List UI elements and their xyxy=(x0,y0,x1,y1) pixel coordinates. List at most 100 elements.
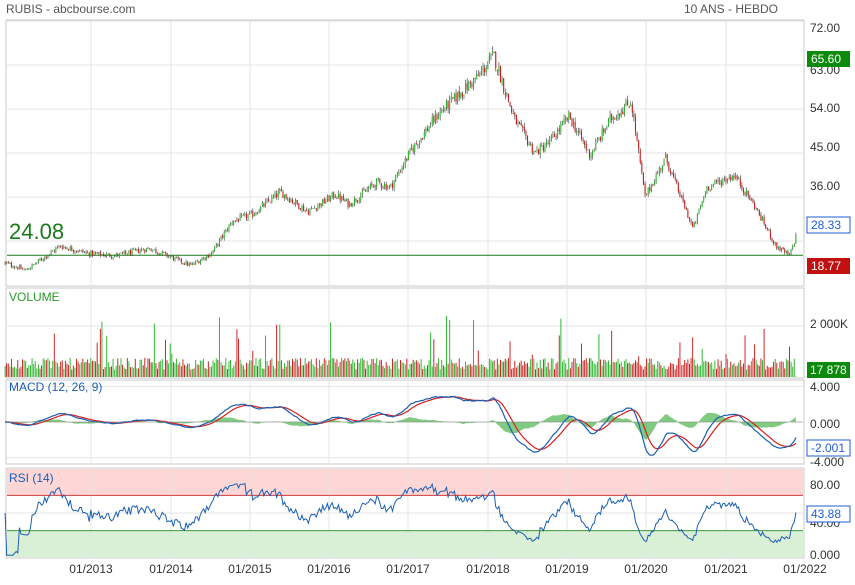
volume-bar xyxy=(242,365,244,377)
volume-bar xyxy=(396,359,398,377)
volume-bar xyxy=(439,369,441,377)
volume-bar xyxy=(698,366,700,377)
candle-body xyxy=(263,203,265,207)
volume-bar xyxy=(565,363,567,377)
volume-bar xyxy=(422,368,424,377)
candle-body xyxy=(290,199,292,202)
candle-body xyxy=(565,118,567,120)
volume-bar xyxy=(226,368,228,377)
candle-body xyxy=(45,256,47,258)
volume-badge xyxy=(807,362,850,378)
candle-body xyxy=(620,112,622,117)
candle-body xyxy=(615,118,617,119)
volume-bar xyxy=(782,361,784,377)
volume-bar xyxy=(207,361,209,377)
candle-body xyxy=(526,135,529,145)
volume-bar xyxy=(574,358,576,377)
candle-body xyxy=(384,184,386,188)
candle-body xyxy=(490,54,492,58)
volume-bar xyxy=(661,367,663,377)
volume-bar xyxy=(338,366,340,377)
volume-bar xyxy=(290,365,292,377)
candle-body xyxy=(241,214,243,216)
candle-body xyxy=(533,152,535,154)
volume-bar xyxy=(450,359,452,377)
candle-body xyxy=(282,191,284,199)
candle-body xyxy=(144,249,146,252)
candle-body xyxy=(579,131,581,132)
candle-body xyxy=(399,171,402,173)
candle-body xyxy=(101,254,103,256)
volume-bar xyxy=(685,362,687,377)
volume-bar xyxy=(627,363,629,377)
volume-bar xyxy=(384,368,386,377)
volume-bar xyxy=(188,363,190,377)
volume-bar xyxy=(115,365,117,377)
volume-bar xyxy=(109,367,111,377)
candle-body xyxy=(703,196,705,201)
candle-body xyxy=(536,149,538,152)
volume-bar xyxy=(7,363,9,377)
volume-bar xyxy=(87,359,89,377)
volume-bar xyxy=(609,364,611,377)
candle-body xyxy=(123,251,125,253)
volume-bar xyxy=(110,366,112,377)
volume-bar xyxy=(261,368,263,377)
candle-body xyxy=(457,91,459,103)
candle-body xyxy=(684,200,686,209)
volume-bars xyxy=(4,316,797,377)
volume-bar xyxy=(457,366,459,377)
candle-body xyxy=(204,257,206,260)
volume-bar xyxy=(727,358,729,377)
candle-body xyxy=(7,262,9,264)
macd-tick: -4.000 xyxy=(810,455,844,469)
candle-body xyxy=(217,243,219,246)
candle-body xyxy=(614,118,616,120)
volume-bar xyxy=(773,361,775,377)
volume-bar xyxy=(511,369,513,377)
volume-bar xyxy=(365,368,367,377)
candle-body xyxy=(179,258,181,260)
volume-bar xyxy=(196,364,198,377)
candle-body xyxy=(477,74,479,77)
candle-body xyxy=(425,128,427,133)
candle-body xyxy=(220,236,222,240)
candle-body xyxy=(414,143,416,152)
volume-bar xyxy=(17,359,19,377)
volume-bar xyxy=(709,363,711,377)
volume-bar xyxy=(250,360,252,377)
candle-body xyxy=(198,261,200,264)
candle-body xyxy=(74,251,76,253)
candle-body xyxy=(711,184,713,190)
candle-body xyxy=(306,209,308,211)
candle-body xyxy=(244,213,246,215)
volume-bar xyxy=(303,365,305,377)
volume-bar xyxy=(112,358,114,377)
volume-bar xyxy=(96,342,98,377)
volume-bar xyxy=(55,361,57,377)
volume-bar xyxy=(677,358,679,377)
candle-body xyxy=(434,113,436,123)
candle-body xyxy=(12,266,14,268)
volume-bar xyxy=(730,361,732,377)
volume-bar xyxy=(722,369,724,377)
candle-body xyxy=(396,173,398,176)
candle-body xyxy=(669,170,671,174)
volume-bar xyxy=(541,368,543,377)
candle-body xyxy=(671,172,673,174)
candle-body xyxy=(117,254,119,257)
candle-body xyxy=(617,114,619,120)
candle-body xyxy=(476,73,478,80)
candle-body xyxy=(299,208,301,210)
volume-bar xyxy=(776,362,778,377)
volume-bar xyxy=(276,324,278,377)
candle-body xyxy=(665,153,667,159)
candle-body xyxy=(522,125,524,128)
candle-body xyxy=(41,259,43,261)
volume-bar xyxy=(704,360,706,377)
candle-body xyxy=(417,144,419,146)
candle-body xyxy=(547,142,549,144)
volume-bar xyxy=(557,361,559,377)
candle-body xyxy=(53,250,55,252)
candle-body xyxy=(60,245,62,247)
